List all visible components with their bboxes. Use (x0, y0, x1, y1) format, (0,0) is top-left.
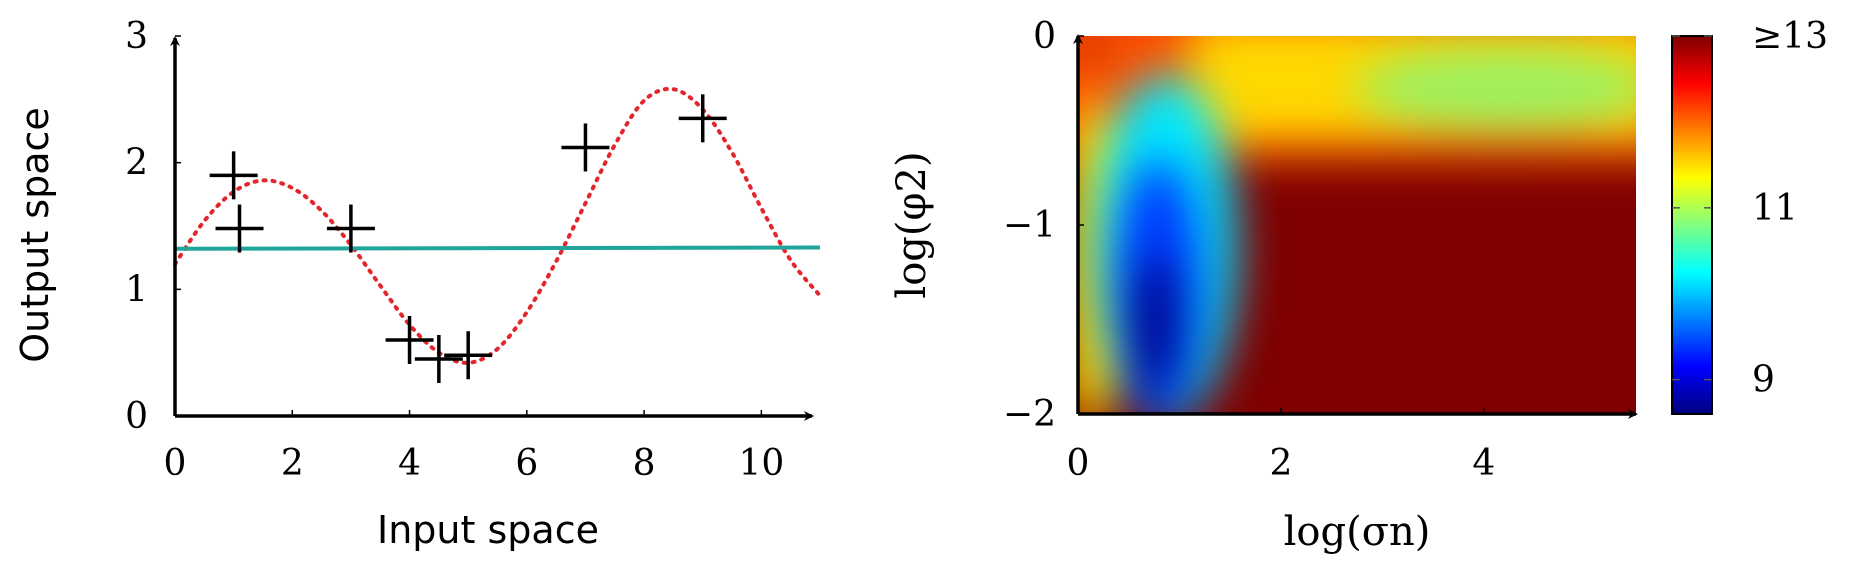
left-y-tick-label: 2 (125, 143, 148, 184)
right-y-tick-label: 0 (1033, 16, 1056, 57)
observation-marker (209, 151, 258, 200)
gp-mean-path (173, 86, 822, 365)
left-y-tick-label: 0 (125, 396, 148, 437)
right-x-axis-title: log(σn) (1284, 509, 1431, 555)
observation-marker (561, 123, 610, 172)
heat-green-region (1355, 46, 1636, 130)
colorbar-tick-label: 9 (1752, 360, 1775, 401)
observation-marker (326, 204, 375, 253)
right-y-tick-label: −2 (1003, 394, 1056, 435)
constant-fit-path (174, 245, 821, 251)
left-x-tick-label: 8 (633, 443, 656, 484)
colorbar-tick-label: 11 (1752, 188, 1798, 229)
colorbar: 9 11 ≥13 (1671, 16, 1828, 415)
observation-marker (678, 94, 727, 143)
colorbar-ticks: 9 11 ≥13 (1672, 16, 1828, 401)
heat-deep-blue-core (1133, 255, 1177, 395)
right-x-tick-label: 4 (1472, 443, 1495, 484)
heatmap-field (1078, 36, 1636, 414)
right-y-ticks: −2 −1 0 (1003, 16, 1084, 435)
heat-corner (1078, 36, 1100, 58)
observation-markers (209, 94, 727, 383)
left-y-tick-label: 1 (125, 269, 148, 310)
left-x-tick-label: 2 (281, 443, 304, 484)
left-x-tick-label: 10 (738, 443, 784, 484)
left-chart: 0 2 4 6 8 10 0 1 2 3 Input space Output space (13, 16, 822, 552)
left-y-tick-label: 3 (125, 16, 148, 57)
left-y-ticks: 0 1 2 3 (125, 16, 181, 437)
colorbar-tick-label: ≥13 (1752, 16, 1828, 57)
right-chart: 0 2 4 −2 −1 0 log(σn) log(φ2) (889, 16, 1638, 555)
right-x-tick-label: 0 (1067, 443, 1090, 484)
gp-mean-curve (173, 86, 822, 365)
observation-marker (385, 316, 434, 364)
right-y-tick-label: −1 (1003, 205, 1056, 246)
left-x-tick-label: 4 (398, 443, 421, 484)
left-x-axis-title: Input space (377, 508, 599, 552)
left-x-tick-label: 0 (164, 443, 187, 484)
right-x-tick-label: 2 (1269, 443, 1292, 484)
observation-marker (444, 331, 493, 380)
constant-fit-line (174, 245, 821, 251)
left-x-ticks: 0 2 4 6 8 10 (164, 410, 784, 484)
left-y-axis-title: Output space (13, 107, 57, 363)
observation-marker (215, 204, 264, 253)
right-x-ticks: 0 2 4 (1067, 408, 1495, 484)
observation-marker (414, 335, 463, 383)
right-y-axis-title: log(φ2) (889, 151, 935, 298)
left-x-tick-label: 6 (515, 443, 538, 484)
colorbar-gradient (1671, 35, 1713, 415)
